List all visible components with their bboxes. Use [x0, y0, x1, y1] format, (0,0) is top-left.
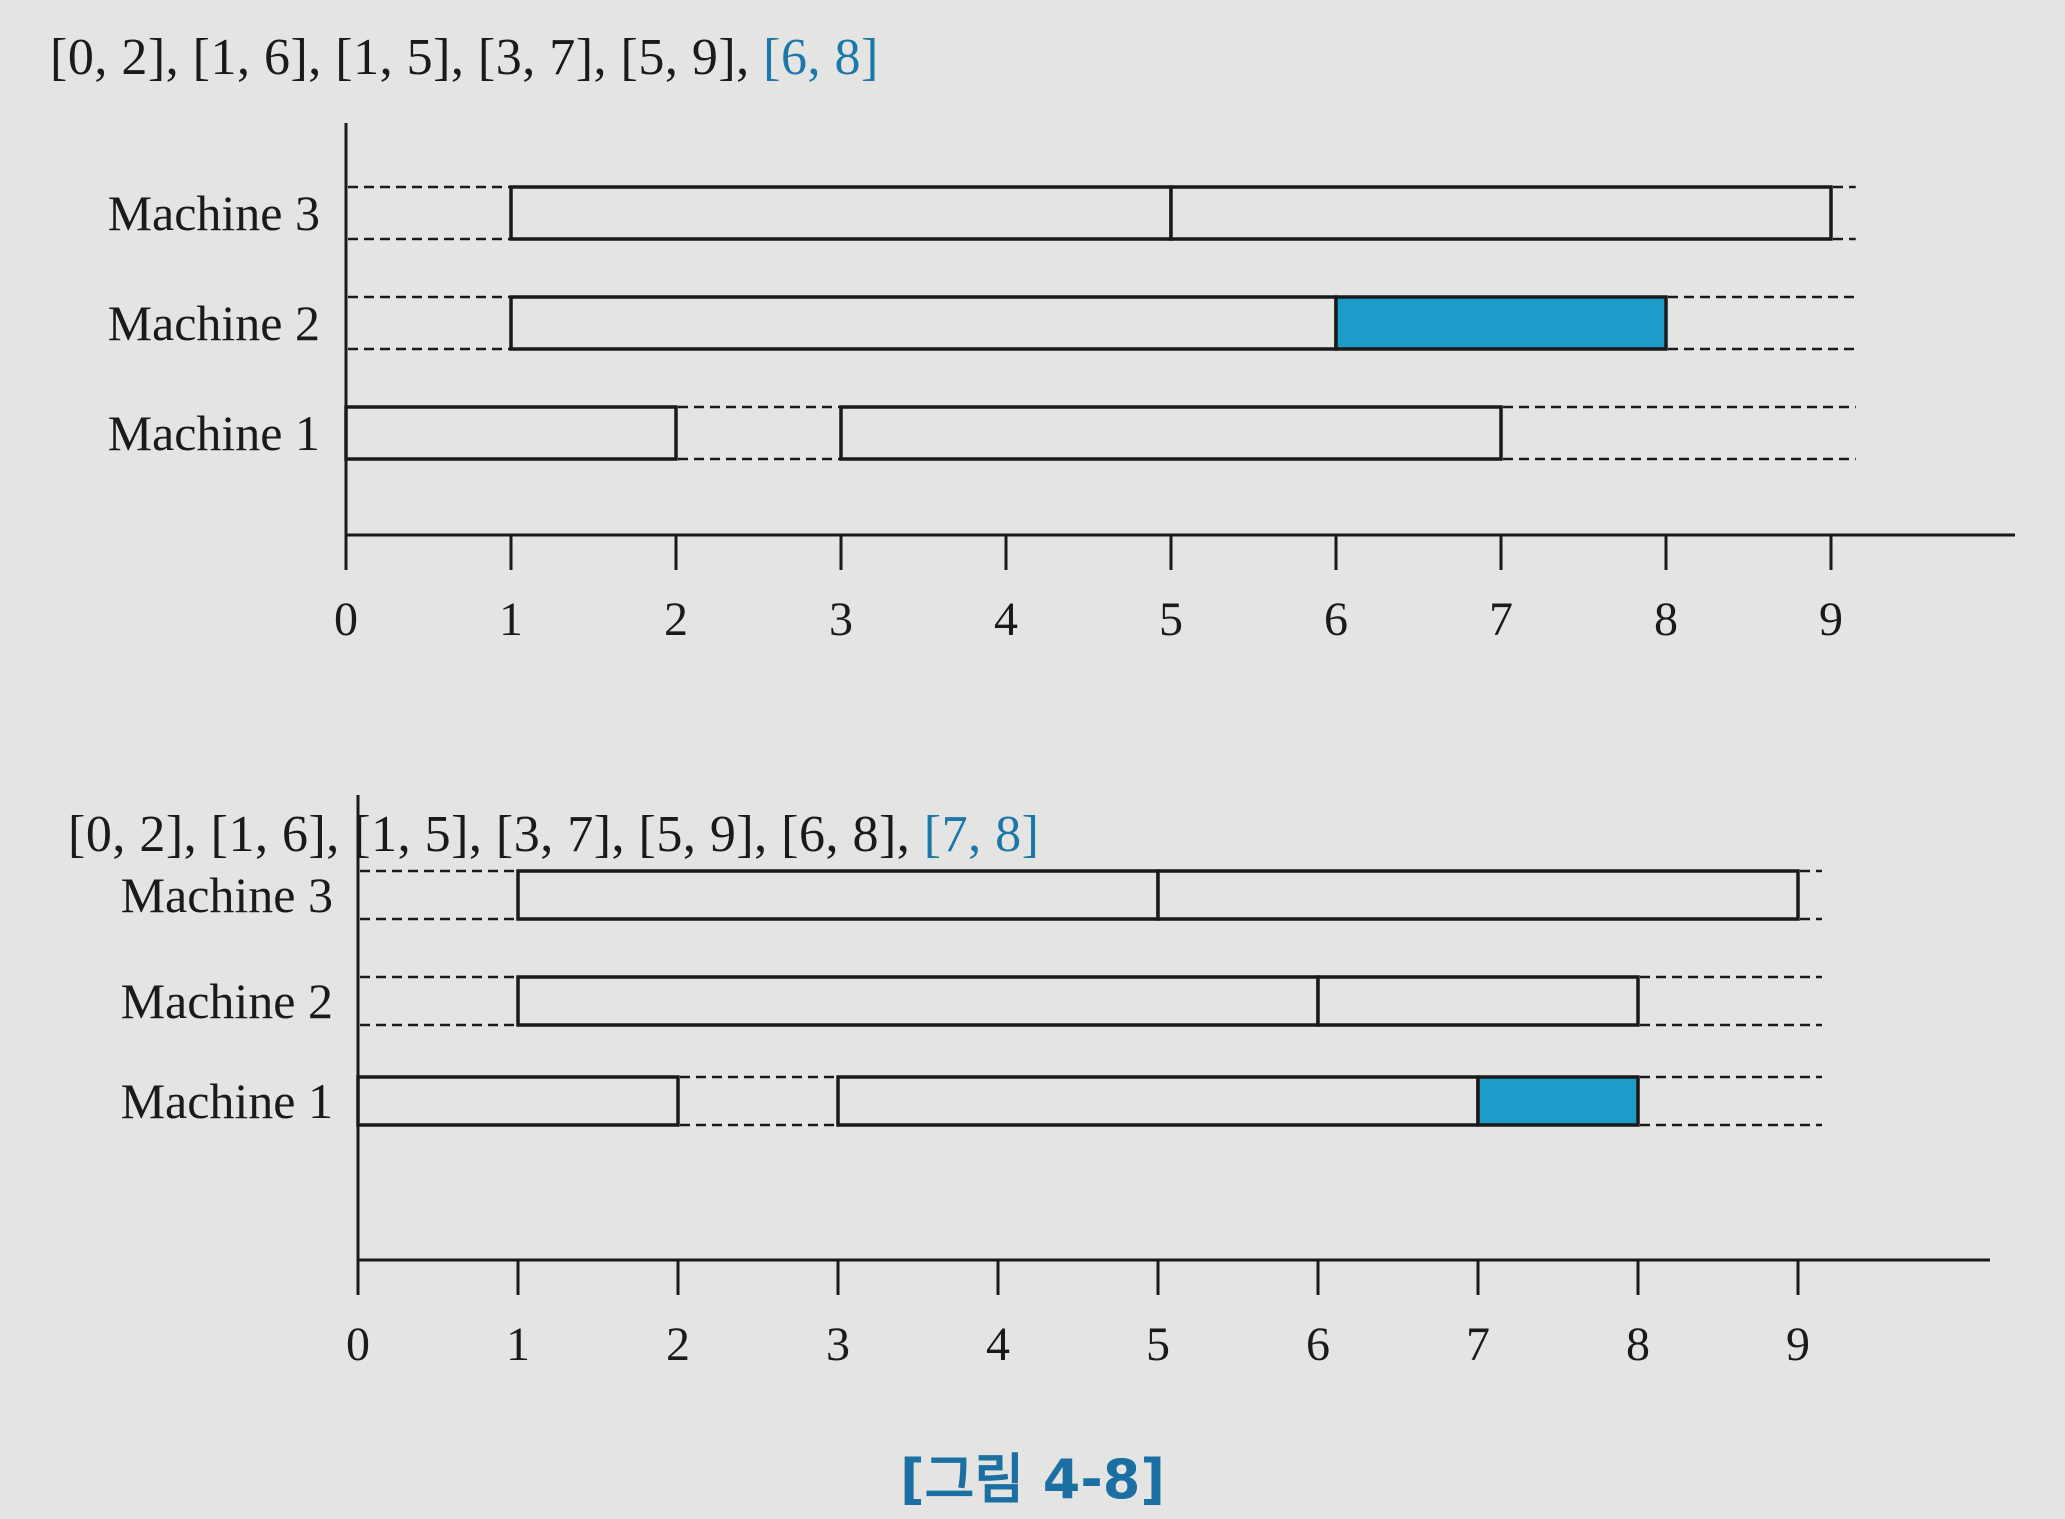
- x-tick-label-2: 2: [664, 593, 688, 646]
- gantt-chart-1: 0 1 2 3 4 5 6 7 8 9 Machine 3 Machine 2 Machine 1: [108, 123, 2015, 646]
- x-tick-label-6: 6: [1324, 593, 1348, 646]
- x-tick-label-7: 7: [1489, 593, 1513, 646]
- machine-label: Machine 2: [121, 973, 333, 1029]
- x-tick-label-9: 9: [1819, 593, 1843, 646]
- job-bar: [516, 975, 1320, 1027]
- job-bar: [516, 869, 1160, 921]
- job-bar: [839, 405, 1503, 461]
- x-tick-label-8: 8: [1626, 1318, 1650, 1371]
- job-bar: [836, 1075, 1480, 1127]
- interval-list-2-new: [7, 8]: [923, 806, 1040, 863]
- x-tick-label-0: 0: [346, 1318, 370, 1371]
- job-bar: [356, 1075, 680, 1127]
- x-tick-label-6: 6: [1306, 1318, 1330, 1371]
- interval-list-2: [0, 2], [1, 6], [1, 5], [3, 7], [5, 9], …: [68, 805, 1039, 864]
- machine-label: Machine 2: [108, 295, 320, 351]
- machine-label: Machine 3: [121, 867, 333, 923]
- x-tick-label-7: 7: [1466, 1318, 1490, 1371]
- x-tick-label-8: 8: [1654, 593, 1678, 646]
- x-tick-label-1: 1: [499, 593, 523, 646]
- x-tick-label-2: 2: [666, 1318, 690, 1371]
- job-bar: [344, 405, 678, 461]
- machine-label: Machine 1: [108, 405, 320, 461]
- gantt-chart-2: 0 1 2 3 4 5 6 7 8 9 Machine 3 Machine 2 Machine 1: [121, 795, 1990, 1371]
- x-tick-label-0: 0: [334, 593, 358, 646]
- figure-caption: [그림 4-8]: [899, 1448, 1166, 1511]
- x-tick-label-5: 5: [1159, 593, 1183, 646]
- x-tick-label-3: 3: [826, 1318, 850, 1371]
- job-bar: [509, 295, 1338, 351]
- interval-list-1-new: [6, 8]: [763, 29, 879, 86]
- job-bar-new: [1476, 1075, 1640, 1127]
- job-bar: [1169, 185, 1833, 241]
- x-tick-label-9: 9: [1786, 1318, 1810, 1371]
- x-tick-label-5: 5: [1146, 1318, 1170, 1371]
- x-tick-label-4: 4: [994, 593, 1018, 646]
- machine-label: Machine 1: [121, 1073, 333, 1129]
- job-bar: [1316, 975, 1640, 1027]
- interval-list-1: [0, 2], [1, 6], [1, 5], [3, 7], [5, 9], …: [50, 28, 879, 87]
- x-tick-label-1: 1: [506, 1318, 530, 1371]
- x-tick-label-3: 3: [829, 593, 853, 646]
- interval-list-1-items: [0, 2], [1, 6], [1, 5], [3, 7], [5, 9],: [50, 29, 764, 86]
- job-bar: [1156, 869, 1800, 921]
- machine-label: Machine 3: [108, 185, 320, 241]
- job-bar-new: [1334, 295, 1668, 351]
- interval-list-2-items: [0, 2], [1, 6], [1, 5], [3, 7], [5, 9], …: [68, 806, 924, 863]
- x-tick-label-4: 4: [986, 1318, 1010, 1371]
- job-bar: [509, 185, 1173, 241]
